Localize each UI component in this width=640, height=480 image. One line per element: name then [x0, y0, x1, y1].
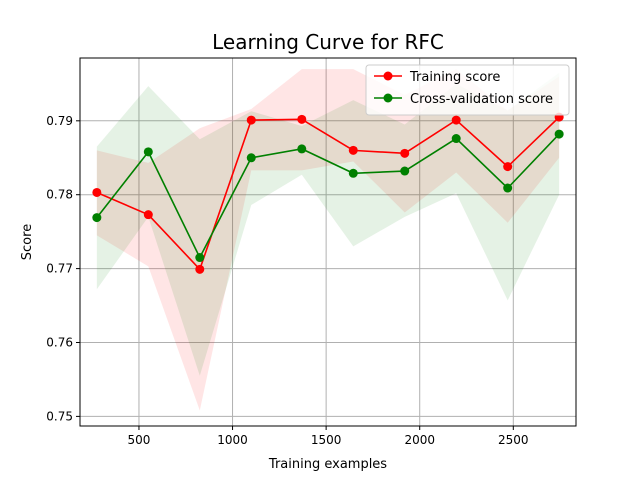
y-tick-label: 0.79 [46, 114, 73, 128]
legend-cross-validation-score-label: Cross-validation score [410, 92, 553, 107]
plot-frame [79, 57, 577, 427]
y-tick-label: 0.78 [46, 188, 73, 202]
cross-validation-score-point [297, 144, 307, 154]
training-score-band [96, 69, 560, 411]
cross-validation-score-point [400, 166, 410, 176]
training-score-point [451, 115, 461, 125]
legend-box [365, 64, 570, 116]
cross-validation-score-point [348, 168, 358, 178]
legend-training-score-marker [383, 71, 393, 81]
y-axis-ticks: 0.75 0.76 0.77 0.78 0.79 [46, 114, 80, 423]
cross-validation-score-point [554, 129, 564, 139]
training-score-point [400, 148, 410, 158]
training-score-point [503, 162, 513, 172]
training-score-point [92, 187, 102, 197]
cross-validation-score-point [451, 134, 461, 144]
legend: Training score Cross-validation score [365, 64, 570, 116]
series-lines [96, 116, 560, 271]
training-score-point [297, 114, 307, 124]
chart-title: Learning Curve for RFC [212, 30, 444, 54]
y-axis-label: Score [20, 224, 35, 260]
grid-lines [80, 58, 576, 426]
x-tick-label: 2500 [498, 433, 529, 447]
series-points [92, 112, 564, 274]
cross-validation-score-point [503, 183, 513, 193]
cross-validation-score-point [92, 213, 102, 223]
training-score-point [246, 115, 256, 125]
cross-validation-score-point [143, 147, 153, 157]
y-tick-label: 0.75 [46, 409, 73, 423]
x-tick-label: 500 [128, 433, 151, 447]
legend-training-score-label: Training score [409, 70, 500, 85]
x-tick-label: 2000 [404, 433, 435, 447]
cross-validation-score-point [246, 153, 256, 163]
y-tick-label: 0.76 [46, 335, 73, 349]
y-tick-label: 0.77 [46, 262, 73, 276]
cross-validation-score-band [96, 72, 560, 376]
cross-validation-score-line [96, 133, 560, 260]
training-score-point [143, 210, 153, 220]
std-bands [96, 69, 560, 411]
cross-validation-score-point [195, 253, 205, 263]
x-tick-label: 1000 [217, 433, 248, 447]
training-score-point [348, 145, 358, 155]
training-score-line [96, 116, 560, 271]
x-tick-label: 1500 [311, 433, 342, 447]
x-axis-ticks: 500 1000 1500 2000 2500 [128, 426, 529, 447]
training-score-point [195, 264, 205, 274]
x-axis-label: Training examples [268, 457, 387, 472]
legend-cross-validation-score-marker [383, 93, 393, 103]
